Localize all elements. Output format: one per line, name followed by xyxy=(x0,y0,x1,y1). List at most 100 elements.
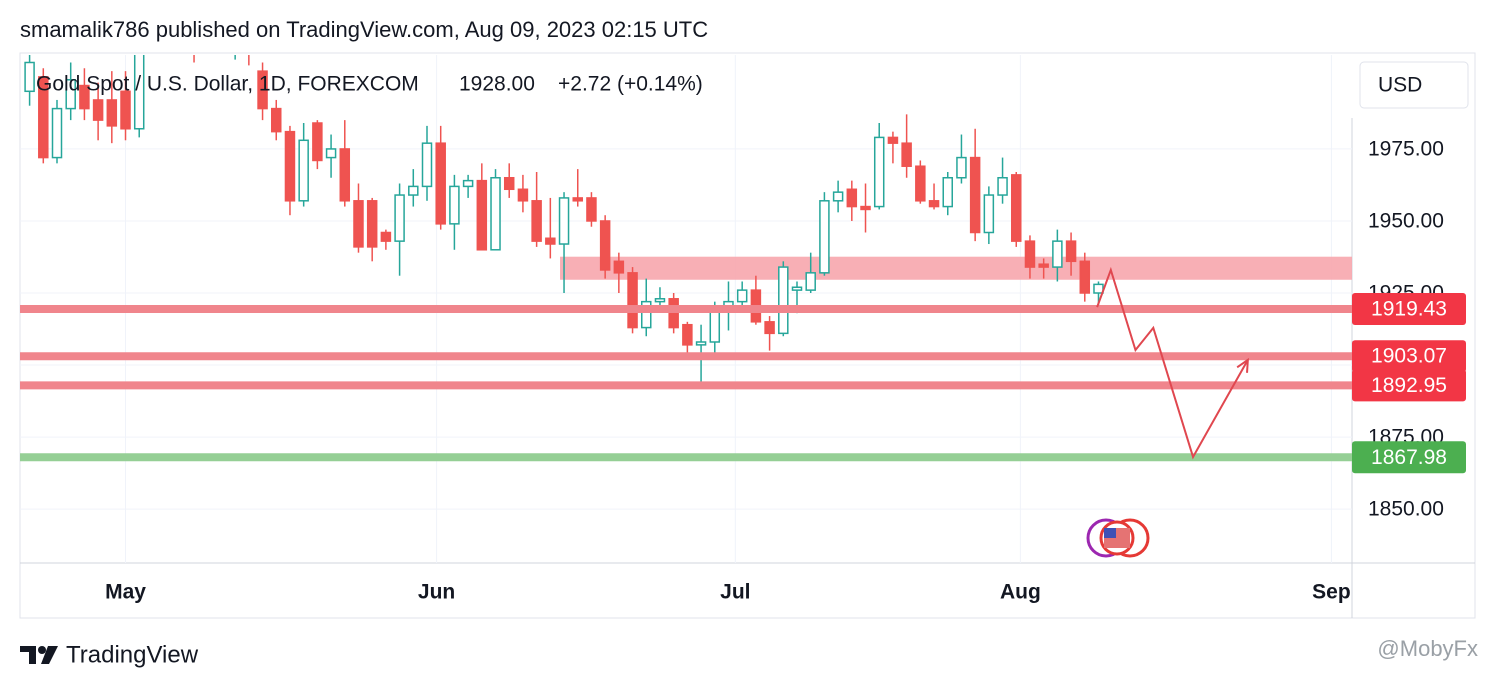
projection-arrowhead xyxy=(1236,357,1249,373)
tradingview-logo xyxy=(20,646,58,664)
level-label: 1867.98 xyxy=(1371,446,1447,469)
candle-body xyxy=(873,136,885,208)
projection-path xyxy=(1096,266,1249,460)
candle-body xyxy=(462,179,474,188)
publisher-line: smamalik786 published on TradingView.com… xyxy=(20,17,708,42)
candle-body xyxy=(613,260,625,274)
candle-body xyxy=(627,272,638,329)
candle-body xyxy=(599,220,611,271)
candle-body xyxy=(641,300,652,329)
currency-button[interactable] xyxy=(1359,61,1469,109)
candle-body xyxy=(668,298,679,329)
candle-body xyxy=(353,200,364,248)
candle-body xyxy=(490,176,501,251)
candle-body xyxy=(997,176,1008,196)
y-tick-label: 1975.00 xyxy=(1368,137,1444,160)
candle-body xyxy=(901,142,912,167)
candle-body xyxy=(942,176,953,208)
level-label-box xyxy=(1352,441,1466,474)
candle-body xyxy=(366,200,378,248)
candle-body xyxy=(312,122,323,162)
brand-name: TradingView xyxy=(66,641,199,668)
candle-body xyxy=(38,76,49,159)
candle-body xyxy=(271,107,282,133)
y-tick-label: 1850.00 xyxy=(1368,498,1444,521)
candle-body xyxy=(572,197,583,202)
x-tick-label: Sep xyxy=(1312,581,1351,604)
candle-body xyxy=(298,139,309,202)
candle-body xyxy=(969,156,981,234)
resistance-zone xyxy=(560,256,1352,280)
candle-body xyxy=(1079,260,1091,294)
chart-frame xyxy=(19,52,1476,619)
candle-body xyxy=(778,266,789,335)
candle-body xyxy=(695,341,707,346)
candle-body xyxy=(394,194,405,242)
candle-body xyxy=(1024,240,1036,268)
candle-body xyxy=(709,309,721,343)
candle-body xyxy=(120,90,131,130)
candle-body xyxy=(106,99,118,127)
candle-body xyxy=(517,188,529,202)
candle-body xyxy=(1065,240,1077,263)
candle-body xyxy=(545,237,556,245)
candle-body xyxy=(421,142,433,188)
price-change: +2.72 (+0.14%) xyxy=(558,73,703,96)
candle-body xyxy=(791,286,803,291)
x-tick-label: Jun xyxy=(418,581,455,604)
level-label-box xyxy=(1352,340,1466,373)
x-tick-label: Aug xyxy=(1000,581,1041,604)
candle-body xyxy=(1011,174,1022,242)
watermark: @MobyFx xyxy=(1377,636,1478,661)
candle-body xyxy=(339,148,351,202)
candle-body xyxy=(257,70,268,110)
candle-body xyxy=(133,55,145,130)
candle-body xyxy=(325,148,337,159)
candle-body xyxy=(531,200,542,242)
candle-body xyxy=(915,165,926,202)
candle-body xyxy=(736,289,748,303)
candle-body xyxy=(503,176,515,191)
level-label: 1892.95 xyxy=(1371,374,1447,397)
last-price: 1928.00 xyxy=(459,73,535,96)
candle-body xyxy=(92,99,104,121)
candle-body xyxy=(558,197,570,245)
candle-body xyxy=(1052,240,1063,268)
candle-body xyxy=(805,272,816,291)
candle-body xyxy=(832,191,844,202)
candle-body xyxy=(887,136,899,144)
candle-body xyxy=(24,61,35,93)
candle-body xyxy=(380,231,392,242)
symbol-title: Gold Spot / U.S. Dollar, 1D, FOREXCOM xyxy=(36,73,419,96)
level-label-box xyxy=(1352,369,1466,402)
candle-body xyxy=(435,142,446,225)
candle-body xyxy=(586,197,597,222)
event-icon xyxy=(1086,518,1150,558)
candle-body xyxy=(1093,283,1104,294)
y-tick-label: 1950.00 xyxy=(1368,210,1444,233)
candle-body xyxy=(79,84,90,110)
x-tick-label: Jul xyxy=(720,581,750,604)
candle-body xyxy=(476,179,488,251)
level-label: 1919.43 xyxy=(1371,298,1447,321)
candle-body xyxy=(983,194,995,234)
candle-body xyxy=(860,205,871,211)
level-label-box xyxy=(1352,293,1466,326)
candle-body xyxy=(819,200,830,274)
candle-body xyxy=(654,298,666,303)
candle-body xyxy=(449,185,460,225)
candle-body xyxy=(764,321,775,335)
candle-body xyxy=(956,156,967,179)
candle-body xyxy=(1038,263,1049,268)
candle-body xyxy=(846,188,858,208)
candle-body xyxy=(65,79,76,110)
candle-body xyxy=(284,130,296,202)
x-tick-label: May xyxy=(105,581,146,604)
level-label: 1903.07 xyxy=(1371,345,1447,368)
candle-body xyxy=(928,200,940,208)
currency-label: USD xyxy=(1378,74,1422,97)
candle-body xyxy=(408,185,419,196)
candle-body xyxy=(51,107,63,159)
